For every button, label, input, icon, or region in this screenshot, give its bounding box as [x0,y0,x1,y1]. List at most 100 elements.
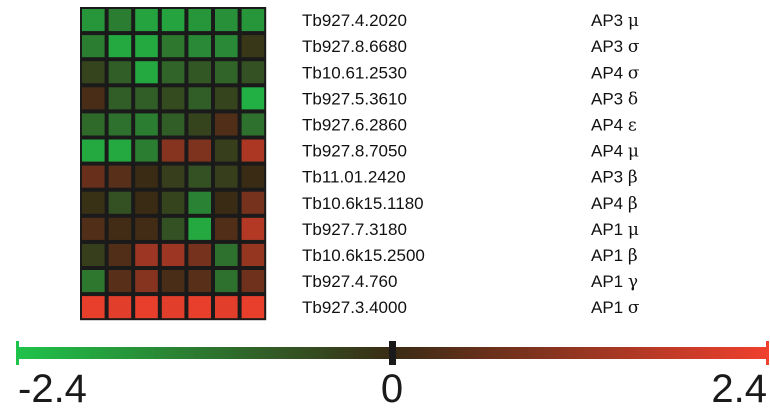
heatmap-cell [161,35,185,58]
heatmap-cell [108,61,132,84]
subunit-label: AP1 γ [591,272,638,292]
subunit-label: AP4 σ [591,63,640,83]
heatmap-cell [215,165,238,188]
gene-id-label: Tb927.8.6680 [302,37,407,56]
heatmap-cell [241,217,265,240]
heatmap-cell [161,87,185,110]
subunit-label: AP1 β [591,246,638,266]
heatmap-cell [108,296,132,319]
heatmap-cell [188,9,211,32]
color-scale-left-cap [16,341,19,365]
heatmap-cell [135,139,158,162]
heatmap-cell [188,35,211,58]
heatmap-cell [82,61,105,84]
heatmap-cell [108,270,132,293]
heatmap-cell [215,191,238,214]
heatmap-cell [161,191,185,214]
heatmap-cell [135,35,158,58]
heatmap-cell [241,243,265,266]
heatmap-cell [108,217,132,240]
subunit-label: AP4 β [591,194,638,214]
gene-id-label: Tb927.8.7050 [302,142,407,161]
heatmap-cell [241,296,265,319]
heatmap-grid [80,7,267,321]
heatmap-cell [108,9,132,32]
heatmap-cell [188,270,211,293]
heatmap-cell [215,243,238,266]
heatmap-cell [215,296,238,319]
gene-id-label: Tb927.6.2860 [302,115,407,134]
heatmap-cell [82,165,105,188]
heatmap-cell [215,61,238,84]
heatmap-cell [135,270,158,293]
heatmap-cell [82,270,105,293]
gene-id-label: Tb927.7.3180 [302,220,407,239]
heatmap-cell [241,87,265,110]
heatmap-cell [161,9,185,32]
heatmap-cell [188,139,211,162]
heatmap-cell [108,87,132,110]
heatmap-cells [82,9,265,319]
heatmap-cell [135,296,158,319]
subunit-label: AP4 ε [591,115,637,135]
subunit-label: AP3 μ [591,11,639,31]
gene-id-label: Tb11.01.2420 [302,168,406,187]
color-scale-tick-min: -2.4 [18,367,87,411]
heatmap-cell [241,270,265,293]
heatmap-cell [161,139,185,162]
gene-label-column: Tb927.4.2020 Tb927.8.6680 Tb10.61.2530 Tb92… [302,11,425,317]
heatmap-cell [188,113,211,136]
color-scale-mid-marker [389,341,396,365]
gene-id-label: Tb927.5.3610 [302,89,407,108]
heatmap-cell [161,113,185,136]
gene-id-label: Tb10.6k15.1180 [302,194,424,213]
heatmap-cell [135,61,158,84]
heatmap-cell [188,296,211,319]
heatmap-cell [188,243,211,266]
heatmap-cell [82,217,105,240]
heatmap-cell [188,191,211,214]
gene-id-label: Tb10.6k15.2500 [302,246,425,265]
heatmap-cell [82,243,105,266]
heatmap-cell [108,165,132,188]
heatmap-cell [135,9,158,32]
heatmap-cell [215,113,238,136]
heatmap-cell [215,35,238,58]
heatmap-cell [82,35,105,58]
heatmap-cell [188,61,211,84]
heatmap-cell [108,139,132,162]
heatmap-cell [82,9,105,32]
heatmap-cell [215,87,238,110]
heatmap-cell [241,61,265,84]
heatmap-cell [161,165,185,188]
heatmap-cell [108,35,132,58]
heatmap-cell [161,296,185,319]
heatmap-cell [215,217,238,240]
heatmap-cell [82,87,105,110]
color-scale-tick-mid: 0 [381,367,403,411]
heatmap-cell [188,165,211,188]
subunit-label: AP1 σ [591,298,640,318]
heatmap-cell [135,191,158,214]
heatmap-cell [215,9,238,32]
heatmap-cell [135,243,158,266]
color-scale-right-cap [766,341,769,365]
heatmap-cell [215,139,238,162]
gene-id-label: Tb10.61.2530 [302,63,407,82]
heatmap-cell [241,35,265,58]
subunit-label: AP1 μ [591,220,639,240]
subunit-label: AP3 δ [591,89,638,109]
heatmap-cell [82,296,105,319]
heatmap-cell [215,270,238,293]
heatmap-cell [108,191,132,214]
heatmap-cell [135,165,158,188]
gene-id-label: Tb927.4.760 [302,272,397,291]
heatmap-cell [82,191,105,214]
color-scale-legend: -2.4 0 2.4 [16,341,769,411]
heatmap-cell [161,61,185,84]
subunit-label: AP4 μ [591,142,639,162]
heatmap-cell [82,139,105,162]
heatmap-cell [161,270,185,293]
heatmap-cell [241,9,265,32]
